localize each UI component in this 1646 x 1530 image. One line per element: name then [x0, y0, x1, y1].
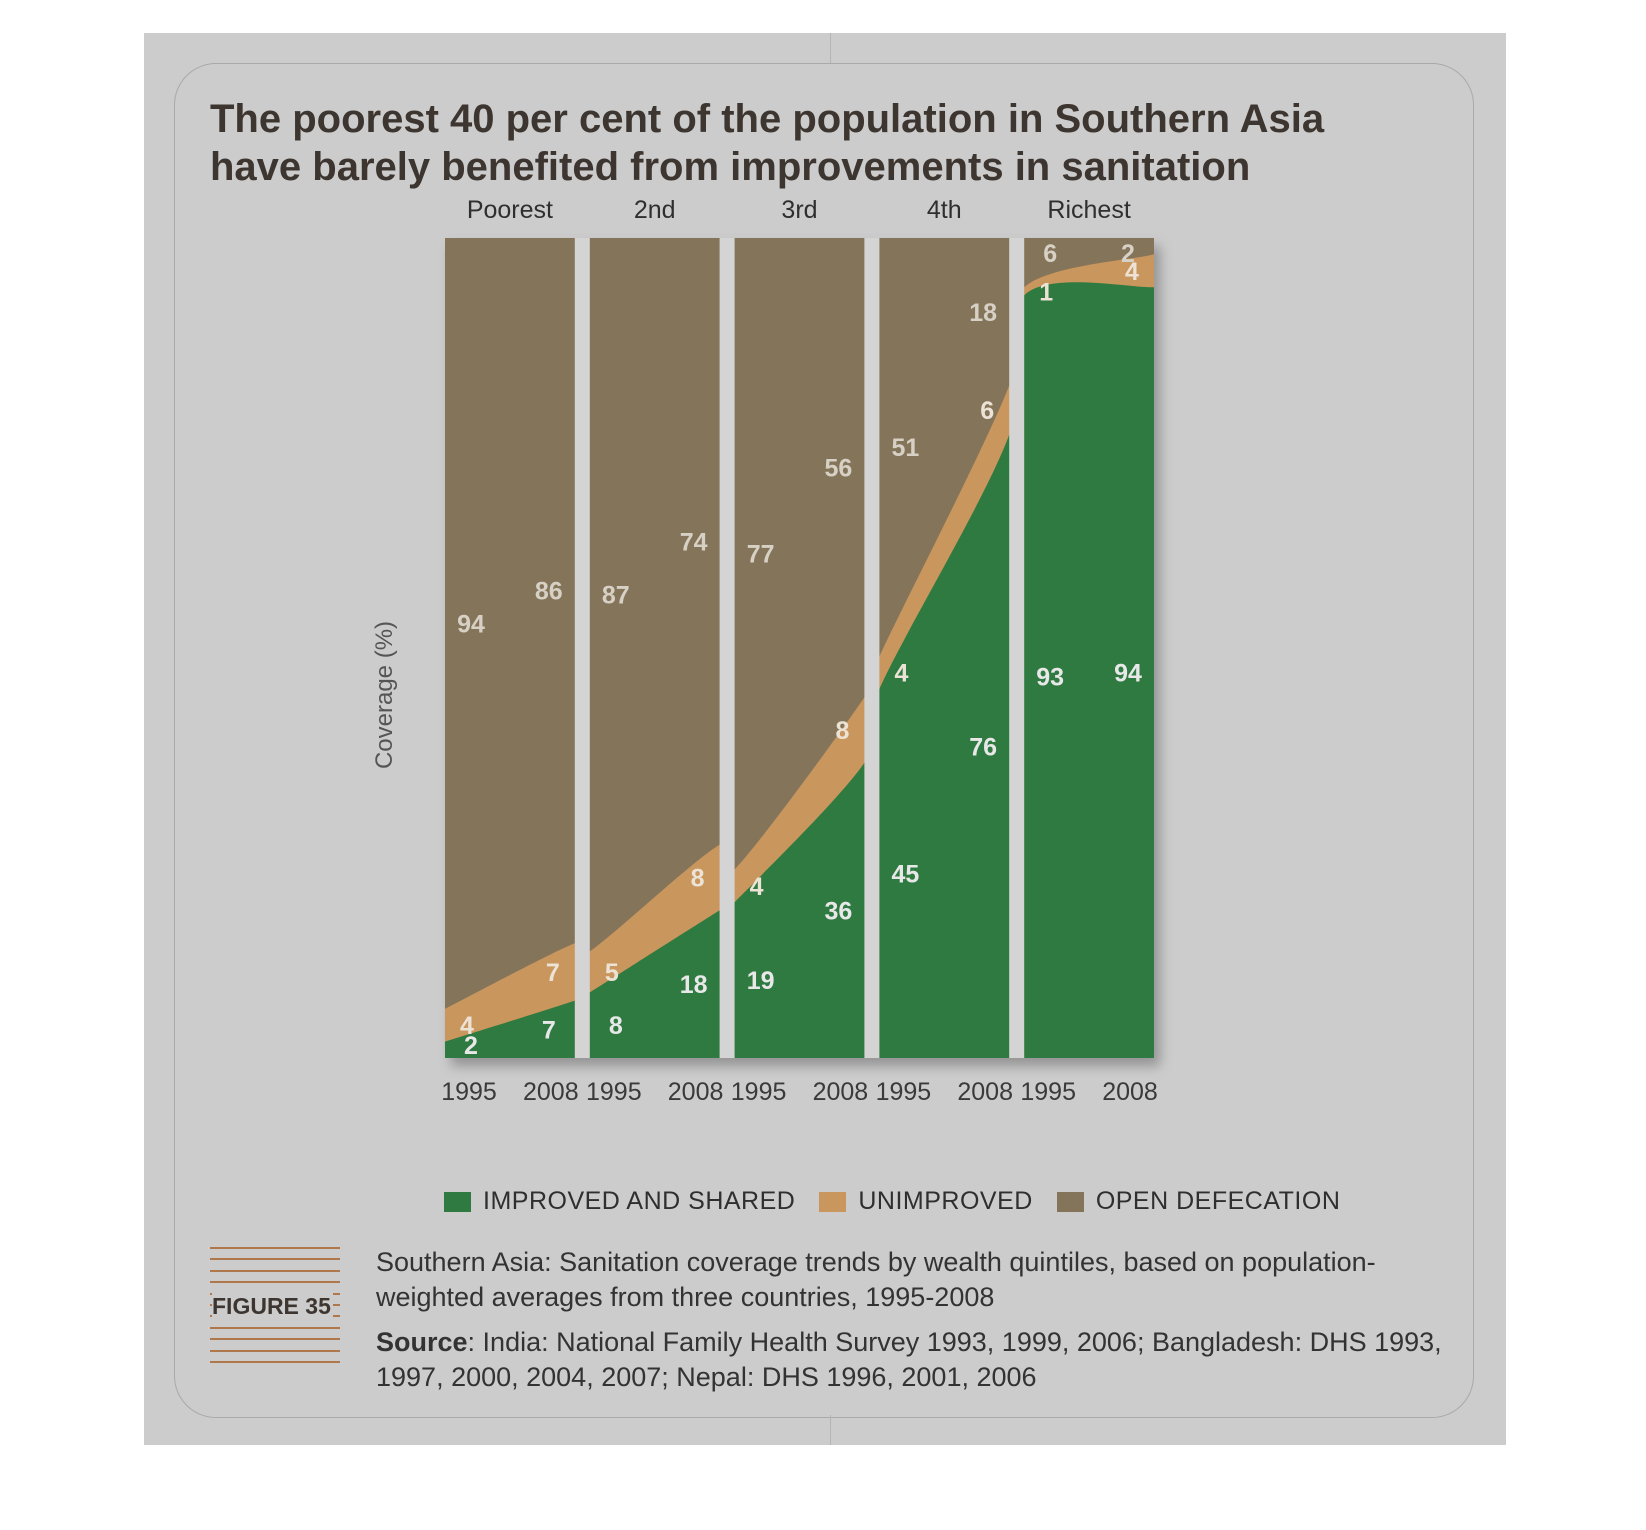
improved-area — [445, 282, 1154, 1058]
source-text: : India: National Family Health Survey 1… — [376, 1327, 1442, 1392]
value-label-open-defecation: 87 — [602, 582, 630, 610]
value-label-improved: 93 — [1036, 664, 1064, 692]
value-label-improved: 8 — [609, 1012, 623, 1040]
value-label-improved: 7 — [542, 1016, 556, 1044]
legend-label-improved: IMPROVED AND SHARED — [483, 1187, 796, 1215]
year-label: 2008 — [1102, 1078, 1158, 1106]
year-label: 1995 — [876, 1078, 932, 1106]
year-label: 2008 — [957, 1078, 1013, 1106]
chart-title: The poorest 40 per cent of the populatio… — [210, 97, 1325, 189]
value-label-improved: 2 — [464, 1032, 478, 1060]
value-label-open-defecation: 6 — [1043, 240, 1057, 268]
group-separator — [719, 238, 735, 1058]
source-label: Source — [376, 1327, 468, 1357]
value-label-open-defecation: 51 — [891, 434, 919, 462]
figure-caption: Southern Asia: Sanitation coverage trend… — [376, 1245, 1456, 1395]
value-label-open-defecation: 18 — [969, 299, 997, 327]
legend-swatch-open-defecation — [1056, 1191, 1084, 1212]
value-label-unimproved: 4 — [894, 660, 908, 688]
value-label-unimproved: 4 — [460, 1012, 474, 1040]
value-label-improved: 45 — [891, 861, 919, 889]
figure-number: FIGURE 35 — [212, 1293, 333, 1320]
value-label-unimproved: 7 — [546, 959, 560, 987]
year-label: 2008 — [668, 1078, 724, 1106]
legend-swatch-unimproved — [819, 1191, 847, 1212]
quintile-label: Richest — [1047, 196, 1130, 224]
value-label-open-defecation: 2 — [1121, 240, 1135, 268]
value-label-improved: 36 — [824, 897, 852, 925]
year-label: 1995 — [441, 1078, 497, 1106]
legend-item-unimproved: UNIMPROVED — [819, 1187, 1032, 1216]
y-axis-label: Coverage (%) — [371, 621, 398, 769]
legend-label-unimproved: UNIMPROVED — [858, 1187, 1033, 1215]
quintile-label: 4th — [927, 196, 962, 224]
year-label: 2008 — [523, 1078, 579, 1106]
legend-item-improved: IMPROVED AND SHARED — [444, 1187, 795, 1216]
quintile-label: 2nd — [634, 196, 676, 224]
group-separator — [574, 238, 590, 1058]
year-label: 1995 — [731, 1078, 787, 1106]
value-label-unimproved: 5 — [605, 959, 619, 987]
value-label-open-defecation: 77 — [747, 541, 775, 569]
legend-item-open-defecation: OPEN DEFECATION — [1056, 1187, 1341, 1216]
value-label-improved: 94 — [1114, 660, 1142, 688]
value-label-unimproved: 4 — [1125, 258, 1139, 286]
fold-mark-bottom — [830, 1415, 831, 1445]
fold-mark-top — [830, 33, 831, 63]
quintile-label: 3rd — [781, 196, 817, 224]
figure-frame — [174, 63, 1474, 1418]
year-label: 2008 — [813, 1078, 869, 1106]
caption-text: Southern Asia: Sanitation coverage trend… — [376, 1247, 1376, 1312]
value-label-improved: 18 — [680, 971, 708, 999]
value-label-open-defecation: 74 — [680, 528, 708, 556]
group-separator — [864, 238, 880, 1058]
quintile-label: Poorest — [467, 196, 553, 224]
value-label-open-defecation: 86 — [535, 578, 563, 606]
legend-label-open-defecation: OPEN DEFECATION — [1095, 1187, 1341, 1215]
value-label-unimproved: 1 — [1039, 278, 1053, 306]
value-label-unimproved: 8 — [691, 865, 705, 893]
sanitation-chart: 2494778685871887419477368564545176618931… — [371, 196, 1158, 1106]
value-label-unimproved: 6 — [980, 397, 994, 425]
value-label-open-defecation: 56 — [824, 455, 852, 483]
value-label-improved: 19 — [747, 967, 775, 995]
source-note: Source: India: National Family Health Su… — [376, 1325, 1456, 1395]
year-label: 1995 — [1020, 1078, 1076, 1106]
figure-panel: The poorest 40 per cent of the populatio… — [144, 33, 1506, 1445]
value-label-open-defecation: 94 — [457, 610, 485, 638]
legend-swatch-improved — [444, 1191, 471, 1212]
value-label-unimproved: 8 — [835, 717, 849, 745]
value-label-unimproved: 4 — [750, 873, 764, 901]
value-label-improved: 76 — [969, 733, 997, 761]
legend: IMPROVED AND SHARED UNIMPROVED OPEN DEFE… — [444, 1187, 1340, 1216]
year-label: 1995 — [586, 1078, 642, 1106]
group-separator — [1009, 238, 1025, 1058]
